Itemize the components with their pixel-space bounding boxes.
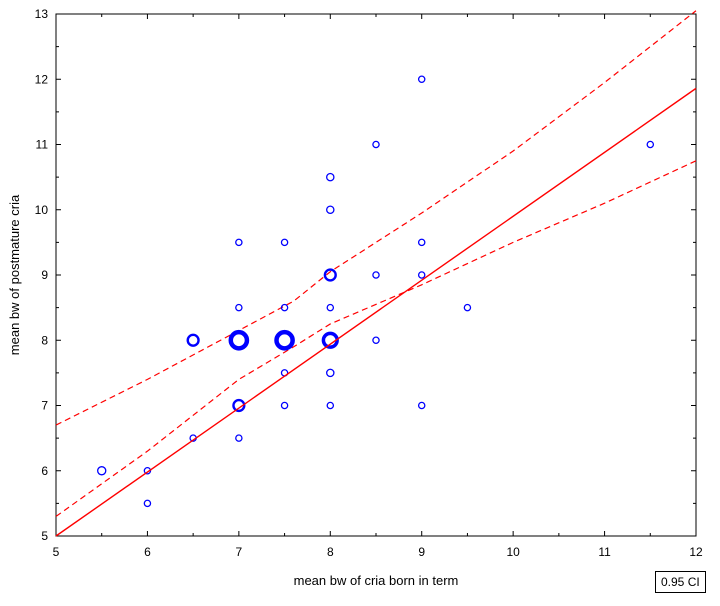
data-point xyxy=(372,336,380,344)
data-point xyxy=(280,303,289,312)
data-point xyxy=(646,140,655,149)
regression-line xyxy=(55,87,697,537)
y-tick-label: 10 xyxy=(35,203,49,217)
x-tick-label: 7 xyxy=(236,545,243,559)
data-point xyxy=(274,329,295,351)
x-tick-label: 8 xyxy=(327,545,334,559)
y-axis-ticks: 5 6 7 8 9 10 11 12 13 xyxy=(35,7,696,543)
data-points xyxy=(97,75,655,508)
data-point xyxy=(235,303,243,312)
data-point xyxy=(417,401,426,410)
y-tick-label: 7 xyxy=(41,399,48,413)
y-tick-label: 6 xyxy=(41,464,48,478)
y-axis-label: mean bw of postmature cria xyxy=(7,194,22,355)
data-point xyxy=(280,401,289,410)
data-point xyxy=(326,401,335,410)
data-point xyxy=(97,466,107,476)
data-point xyxy=(228,329,250,351)
x-tick-label: 10 xyxy=(506,545,520,559)
confidence-band xyxy=(55,10,697,517)
regression-line-group xyxy=(55,87,697,537)
data-point xyxy=(326,303,335,312)
data-point xyxy=(143,466,152,475)
data-point xyxy=(186,333,200,347)
data-point xyxy=(232,398,246,413)
ci-upper-line xyxy=(55,10,697,426)
data-point xyxy=(323,268,337,282)
data-point xyxy=(235,238,243,247)
x-tick-label: 6 xyxy=(144,545,151,559)
x-axis-label: mean bw of cria born in term xyxy=(294,573,459,588)
data-point xyxy=(463,303,472,312)
data-point xyxy=(417,75,426,84)
plot-frame xyxy=(55,13,697,537)
x-tick-label: 9 xyxy=(418,545,425,559)
data-point xyxy=(235,434,243,442)
y-tick-label: 12 xyxy=(35,72,49,86)
data-point xyxy=(321,331,339,349)
x-tick-label: 5 xyxy=(53,545,60,559)
data-point xyxy=(326,172,335,182)
data-point xyxy=(417,271,426,279)
data-point xyxy=(326,368,335,378)
ci-lower-line xyxy=(55,160,697,517)
y-tick-label: 11 xyxy=(36,138,49,152)
data-point xyxy=(326,205,335,215)
data-point xyxy=(417,238,426,247)
confidence-interval-legend: 0.95 CI xyxy=(655,571,706,593)
x-axis-ticks: 5 6 7 8 9 10 11 12 xyxy=(53,14,703,559)
data-point xyxy=(372,271,380,279)
data-point xyxy=(143,499,152,508)
y-tick-label: 5 xyxy=(41,529,48,543)
x-tick-label: 12 xyxy=(689,545,703,559)
y-tick-label: 8 xyxy=(41,333,48,347)
x-tick-label: 11 xyxy=(598,545,611,559)
data-point xyxy=(280,238,289,247)
data-point xyxy=(372,140,380,149)
y-tick-label: 9 xyxy=(41,268,48,282)
y-tick-label: 13 xyxy=(35,7,49,21)
